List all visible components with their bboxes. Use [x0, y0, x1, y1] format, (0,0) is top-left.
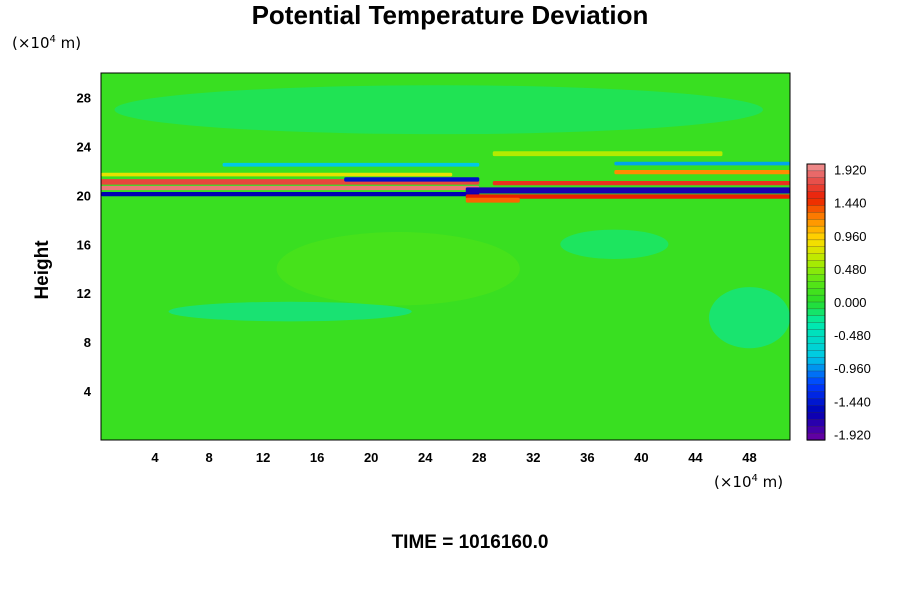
x-tick-label: 12 [256, 450, 270, 465]
heatmap-blob [560, 229, 669, 259]
colorbar-segment [806, 432, 826, 441]
colorbar-segment [806, 239, 826, 248]
colorbar-segment [806, 288, 826, 296]
colorbar-segment [806, 219, 826, 227]
colorbar-segment [806, 350, 826, 358]
colorbar-segment [806, 329, 826, 338]
colorbar-segment [806, 426, 826, 434]
heatmap-band [101, 185, 480, 191]
chart-title: Potential Temperature Deviation [251, 0, 649, 30]
x-tick-label: 16 [310, 450, 324, 465]
colorbar-segment [806, 398, 826, 407]
colorbar-segment [806, 322, 826, 331]
heatmap-band [465, 187, 790, 194]
colorbar-tick-label: -0.480 [834, 328, 871, 343]
heatmap-band [614, 161, 790, 166]
heatmap-band [465, 194, 790, 199]
colorbar-segment [806, 384, 826, 393]
heatmap-band [465, 197, 520, 203]
heatmap-band [614, 169, 790, 175]
colorbar-segment [806, 336, 826, 345]
colorbar-segment [806, 198, 826, 207]
x-tick-label: 20 [364, 450, 378, 465]
colorbar-segment [806, 391, 826, 400]
heatmap-band [492, 180, 790, 186]
y-tick-label: 16 [77, 237, 91, 252]
colorbar-segment [806, 246, 826, 255]
y-axis-unit: (×104 m) [12, 34, 82, 52]
colorbar-segment [806, 301, 826, 310]
colorbar-segment [806, 357, 826, 365]
colorbar-segment [806, 253, 826, 262]
colorbar-segment [806, 343, 826, 351]
colorbar-tick-label: -1.440 [834, 394, 871, 409]
heatmap-blob [708, 287, 790, 349]
x-tick-label: 32 [526, 450, 540, 465]
colorbar-segment [806, 412, 826, 420]
heatmap-band [492, 151, 723, 157]
colorbar-segment [806, 163, 826, 172]
colorbar-tick-label: 1.920 [834, 163, 867, 178]
colorbar-tick-label: -1.920 [834, 427, 871, 442]
heatmap-band [222, 162, 480, 167]
colorbar-tick-label: 1.440 [834, 196, 867, 211]
heatmap-band [101, 191, 480, 197]
x-tick-label: 28 [472, 450, 486, 465]
x-tick-label: 4 [151, 450, 159, 465]
colorbar-segment [806, 225, 826, 234]
x-tick-label: 24 [418, 450, 433, 465]
colorbar-tick-label: -0.960 [834, 361, 871, 376]
heatmap-field [101, 73, 790, 440]
colorbar-segment [806, 232, 826, 241]
colorbar-segment [806, 274, 826, 282]
colorbar-tick-label: 0.480 [834, 262, 867, 277]
colorbar-segment [806, 177, 826, 186]
time-label: TIME = 1016160.0 [391, 532, 549, 553]
x-axis-ticks: 4 8 12 16 20 24 28 32 36 40 44 48 [151, 450, 756, 465]
plot-frame [100, 72, 791, 441]
colorbar-segment [806, 205, 826, 213]
x-tick-label: 8 [205, 450, 212, 465]
colorbar-segment [806, 281, 826, 289]
colorbar-segment [806, 260, 826, 269]
colorbar-segment [806, 267, 826, 276]
colorbar-segment [806, 315, 826, 324]
y-tick-label: 28 [77, 90, 91, 105]
colorbar-segment [806, 191, 826, 200]
x-tick-label: 44 [688, 450, 703, 465]
y-axis-ticks: 4 8 12 16 20 24 28 [77, 90, 92, 399]
colorbar-segment [806, 370, 826, 379]
colorbar-tick-label: 0.000 [834, 295, 867, 310]
x-tick-label: 40 [634, 450, 648, 465]
y-tick-label: 4 [84, 384, 92, 399]
colorbar-segment [806, 184, 826, 193]
x-tick-label: 48 [742, 450, 756, 465]
colorbar-segment [806, 419, 826, 427]
heatmap-blob [168, 301, 412, 322]
colorbar-segment [806, 308, 826, 317]
x-axis-unit: (×104 m) [714, 473, 784, 491]
heatmap-band [101, 172, 453, 177]
colorbar-segment [806, 294, 826, 303]
y-tick-label: 8 [84, 335, 91, 350]
colorbar-frame [806, 163, 826, 441]
heatmap-blob [114, 85, 763, 135]
heatmap-blob [276, 232, 520, 306]
colorbar-segment [806, 377, 826, 386]
y-tick-label: 24 [77, 139, 92, 154]
y-tick-label: 20 [77, 188, 91, 203]
y-tick-label: 12 [77, 286, 91, 301]
colorbar-segment [806, 405, 826, 414]
colorbar: 1.920 1.440 0.960 0.480 0.000 -0.480 -0.960 -1.… [806, 163, 871, 442]
heatmap-band [344, 177, 480, 182]
colorbar-segment [806, 363, 826, 372]
colorbar-segment [806, 212, 826, 220]
colorbar-tick-label: 0.960 [834, 229, 867, 244]
x-tick-label: 36 [580, 450, 594, 465]
colorbar-segment [806, 170, 826, 179]
